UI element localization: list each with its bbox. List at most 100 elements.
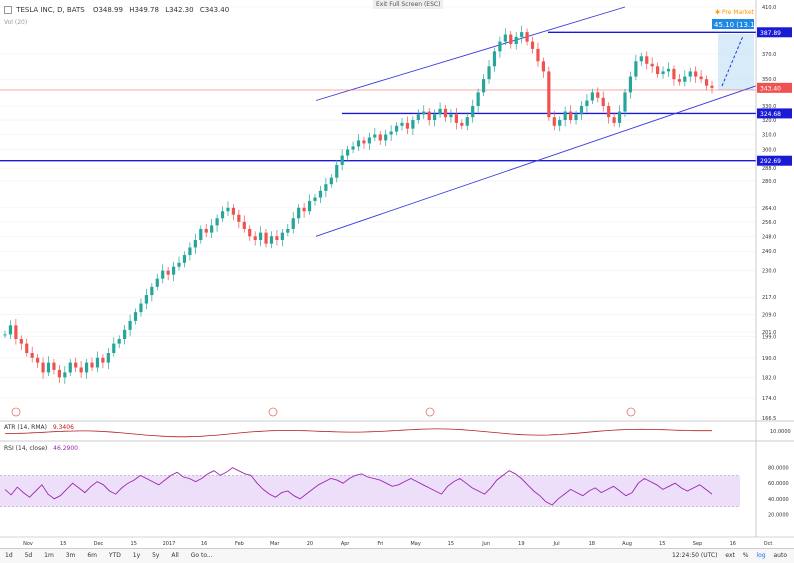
earnings-marker-icon[interactable] — [626, 407, 636, 417]
range-1y[interactable]: 1y — [132, 552, 141, 559]
candle-body — [139, 303, 143, 313]
candle-body — [30, 353, 34, 358]
time-tick-label: 19 — [518, 541, 524, 547]
candle-body — [182, 255, 187, 263]
candle-body — [449, 114, 453, 118]
candle-body — [57, 369, 61, 378]
candle-body — [161, 270, 165, 279]
candle-body — [3, 334, 7, 336]
candle-body — [704, 79, 709, 86]
candle-body — [297, 207, 301, 219]
volume-label[interactable]: Vol (20) — [4, 19, 28, 26]
price-tick-label: 174.0 — [762, 396, 776, 402]
price-tick-label: 190.0 — [762, 356, 776, 362]
candle-body — [460, 122, 464, 126]
log-toggle[interactable]: log — [756, 552, 766, 559]
candle-body — [509, 34, 513, 45]
low-value: L342.30 — [165, 6, 194, 14]
candle-body — [405, 122, 410, 129]
earnings-marker-icon[interactable] — [425, 407, 435, 417]
time-tick-label: Nov — [23, 541, 33, 547]
candle-body — [8, 325, 13, 335]
time-tick-label: Dec — [94, 541, 104, 547]
candle-body — [171, 266, 176, 275]
range-6m[interactable]: 6m — [87, 552, 97, 559]
candle-body — [248, 228, 252, 237]
event-markers[interactable] — [11, 407, 636, 417]
last-price-label: 343.40 — [760, 85, 781, 92]
price-tick-label: 280.0 — [762, 179, 776, 185]
high-value: H349.78 — [129, 6, 159, 14]
atr-legend[interactable]: ATR (14, RMA) 9.3406 — [4, 424, 74, 431]
level-price-label: 292.69 — [760, 158, 781, 165]
candle-body — [340, 155, 344, 165]
candles — [3, 25, 714, 384]
candle-body — [188, 247, 192, 256]
candle-body — [52, 362, 56, 370]
channel-lower-line[interactable] — [315, 81, 769, 237]
rsi-legend[interactable]: RSI (14, close) 46.2900 — [4, 445, 78, 452]
candle-body — [579, 105, 584, 115]
price-tick-label: 264.0 — [762, 206, 776, 212]
earnings-marker-icon[interactable] — [268, 407, 278, 417]
price-chart[interactable]: 45.10 (13.14%) 4510 166.5 174.0 182.0 190.0… — [0, 0, 794, 548]
range-1d[interactable]: 1d — [5, 552, 13, 559]
candle-body — [411, 120, 415, 129]
candle-body — [351, 146, 355, 150]
candle-body — [481, 79, 486, 93]
candle-body — [661, 71, 665, 74]
candle-body — [617, 111, 622, 123]
atr-label: ATR (14, RMA) — [4, 424, 47, 431]
candle-body — [106, 353, 110, 363]
trend-channel[interactable] — [315, 6, 769, 237]
ext-toggle[interactable]: ext — [725, 552, 735, 559]
percent-toggle[interactable]: % — [742, 552, 749, 559]
candle-body — [242, 221, 246, 229]
candle-body — [710, 85, 714, 88]
candle-body — [590, 92, 594, 101]
candle-body — [112, 343, 116, 354]
candle-body — [123, 329, 127, 339]
chart-background — [0, 0, 794, 548]
candle-body — [607, 105, 611, 118]
candle-body — [63, 372, 67, 378]
candle-body — [422, 111, 426, 115]
price-tick-label: 166.5 — [762, 416, 776, 422]
candle-body — [150, 286, 154, 296]
candle-body — [204, 228, 208, 233]
range-5y[interactable]: 5y — [152, 552, 160, 559]
candle-body — [530, 41, 535, 49]
time-tick-label: Oct — [764, 541, 773, 547]
range-all[interactable]: All — [171, 552, 179, 559]
time-tick-label: Mar — [270, 541, 280, 547]
time-tick-label: Sep — [693, 541, 702, 547]
rsi-axis[interactable]: 80.0000 60.0000 40.0000 20.0000 — [768, 466, 789, 519]
time-tick-label: Apr — [341, 541, 351, 547]
candle-body — [634, 61, 638, 77]
candle-body — [215, 218, 219, 226]
range-5d[interactable]: 5d — [24, 552, 33, 559]
exit-fullscreen-button[interactable]: Exit Full Screen (ESC) — [373, 0, 444, 9]
symbol-title[interactable]: TESLA INC, D, BATS — [16, 6, 85, 14]
goto-button[interactable]: Go to... — [190, 552, 213, 559]
candle-body — [90, 362, 94, 368]
atr-line — [4, 428, 712, 438]
close-value: C343.40 — [199, 6, 230, 14]
range-1m[interactable]: 1m — [44, 552, 54, 559]
candle-body — [307, 200, 312, 212]
range-3m[interactable]: 3m — [65, 552, 76, 559]
candle-body — [133, 312, 138, 321]
clock-time: 12:24:50 (UTC) — [672, 552, 718, 559]
earnings-marker-icon[interactable] — [11, 407, 21, 417]
candle-body — [36, 357, 40, 363]
time-axis[interactable]: Nov 15 Dec 15 2017 16 Feb Mar 20 Apr Fri May 15 Jun 19… — [23, 541, 772, 547]
channel-upper-line[interactable] — [315, 6, 626, 101]
time-tick-label: 15 — [659, 541, 665, 547]
range-ytd[interactable]: YTD — [108, 552, 121, 559]
atr-value: 9.3406 — [52, 424, 74, 431]
candle-body — [666, 68, 671, 72]
auto-toggle[interactable]: auto — [773, 552, 787, 559]
price-tick-label: 320.0 — [762, 118, 776, 124]
candle-body — [166, 270, 170, 275]
